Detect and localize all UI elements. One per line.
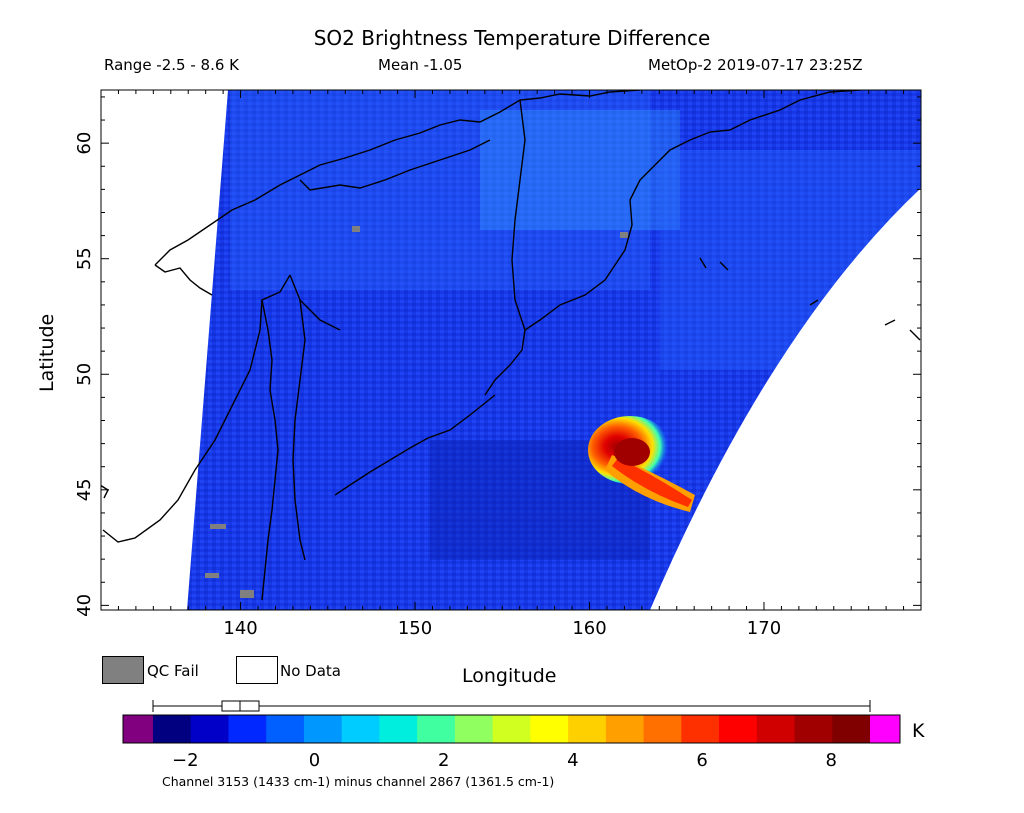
colorbar-segment: [756, 715, 796, 743]
range-label: Range -2.5 - 8.6 K: [104, 56, 239, 74]
colorbar-segment: [454, 715, 494, 743]
colorbar-caption: Channel 3153 (1433 cm-1) minus channel 2…: [162, 774, 555, 789]
x-axis-ticks: 140 150 160 170: [100, 90, 922, 639]
colorbar-segment: [605, 715, 645, 743]
colorbar-unit: K: [912, 720, 925, 742]
colorbar-segment: [228, 715, 267, 743]
x-tick-label: 170: [747, 618, 781, 639]
y-tick-label: 55: [74, 247, 95, 270]
colorbar-tick-label: 8: [826, 750, 837, 771]
colorbar-ticks: −2 0 2 4 6 8: [172, 750, 837, 771]
y-axis-label: Latitude: [36, 313, 58, 392]
colorbar-segment: [643, 715, 682, 743]
y-tick-label: 45: [74, 478, 95, 501]
colorbar-segment: [568, 715, 607, 743]
y-tick-label: 50: [74, 363, 95, 386]
colorbar-segment: [719, 715, 758, 743]
satellite-time-label: MetOp-2 2019-07-17 23:25Z: [648, 56, 863, 74]
chart-title: SO2 Brightness Temperature Difference: [313, 26, 711, 50]
mean-label: Mean -1.05: [378, 56, 463, 74]
colorbar-tick-label: 4: [567, 750, 578, 771]
colorbar-tick-label: 2: [438, 750, 449, 771]
qc-fail-pixel: [205, 573, 219, 578]
colorbar-segment: [530, 715, 569, 743]
colorbar-tick-label: 6: [696, 750, 707, 771]
y-tick-label: 60: [74, 132, 95, 155]
qc-fail-pixel: [240, 590, 254, 598]
x-axis-label: Longitude: [462, 665, 557, 687]
colorbar-tick-label: 0: [309, 750, 320, 771]
colorbar-segment: [794, 715, 833, 743]
y-tick-label: 40: [74, 594, 95, 617]
colorbar-segment: [417, 715, 456, 743]
colorbar-frame: [122, 714, 901, 744]
colorbar-segment: [379, 715, 418, 743]
map-frame: [100, 89, 922, 611]
colorbar-segment: [153, 715, 192, 743]
colorbar-segment: [303, 715, 343, 743]
colorbar-segment: [832, 715, 871, 743]
colorbar-tick-label: −2: [172, 750, 199, 771]
qc-fail-pixel: [210, 524, 226, 529]
colorbar-segment: [681, 715, 720, 743]
swath-data: [187, 90, 921, 610]
x-tick-label: 140: [223, 618, 257, 639]
x-tick-label: 160: [572, 618, 606, 639]
qc-fail-pixel: [620, 232, 628, 238]
no-data-label: No Data: [280, 662, 341, 680]
colorbar-segment: [341, 715, 381, 743]
colorbar: [122, 714, 901, 744]
no-data-swatch: [236, 656, 278, 684]
qc-fail-label: QC Fail: [147, 662, 199, 680]
qc-fail-pixel: [352, 226, 360, 232]
coastlines: [101, 90, 921, 601]
colorbar-boxplot: [152, 700, 871, 712]
x-tick-label: 150: [398, 618, 432, 639]
colorbar-over-swatch: [870, 715, 900, 743]
colorbar-segment: [190, 715, 230, 743]
qc-fail-swatch: [102, 656, 144, 684]
colorbar-segment: [492, 715, 531, 743]
y-axis-ticks: 40 45 50 55 60: [74, 96, 921, 617]
colorbar-segment: [266, 715, 305, 743]
colorbar-under-swatch: [123, 715, 153, 743]
